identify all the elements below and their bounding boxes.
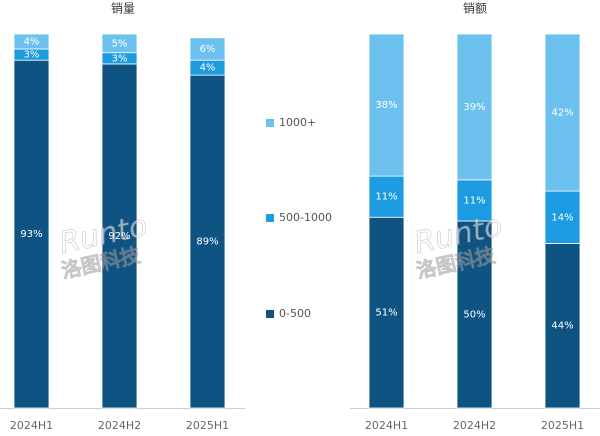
data-label: 51%	[375, 308, 397, 319]
data-label: 44%	[551, 321, 573, 332]
data-label: 42%	[551, 108, 573, 119]
data-label: 14%	[551, 212, 573, 223]
data-label: 50%	[463, 310, 485, 321]
legend-label: 1000+	[279, 116, 316, 129]
legend-label: 500-1000	[279, 211, 332, 224]
data-label: 6%	[200, 44, 216, 55]
bar-segment	[456, 220, 493, 409]
bar-segment	[544, 33, 581, 192]
data-label: 89%	[196, 237, 218, 248]
legend-swatch	[266, 310, 274, 318]
x-tick-label: 2024H2	[453, 419, 496, 432]
data-label: 11%	[463, 195, 485, 206]
data-label: 4%	[24, 36, 40, 47]
data-label: 4%	[200, 63, 216, 74]
data-label: 38%	[375, 100, 397, 111]
bar-segment	[544, 243, 581, 409]
bar-segment	[13, 33, 50, 50]
data-label: 3%	[112, 53, 128, 64]
x-tick-label: 2025H1	[541, 419, 584, 432]
data-label: 39%	[463, 102, 485, 113]
data-label: 93%	[20, 229, 42, 240]
x-tick-label: 2025H1	[186, 419, 229, 432]
chart-title: 销额	[463, 2, 487, 16]
bar-segment	[456, 179, 493, 222]
bar-segment	[368, 33, 405, 177]
data-label: 92%	[108, 231, 130, 242]
bar-segment	[456, 33, 493, 181]
legend-swatch	[266, 214, 274, 222]
x-tick-label: 2024H1	[10, 419, 53, 432]
bar-segment	[368, 216, 405, 409]
bar-segment	[101, 33, 138, 54]
data-label: 3%	[24, 50, 40, 61]
chart-title: 销量	[111, 2, 135, 16]
legend-swatch	[266, 119, 274, 127]
data-label: 5%	[112, 38, 128, 49]
data-label: 11%	[375, 192, 397, 203]
bar-segment	[189, 74, 226, 409]
bar-segment	[13, 59, 50, 409]
legend-label: 0-500	[279, 307, 311, 320]
x-tick-label: 2024H1	[365, 419, 408, 432]
x-tick-label: 2024H2	[98, 419, 141, 432]
bar-segment	[189, 37, 226, 61]
